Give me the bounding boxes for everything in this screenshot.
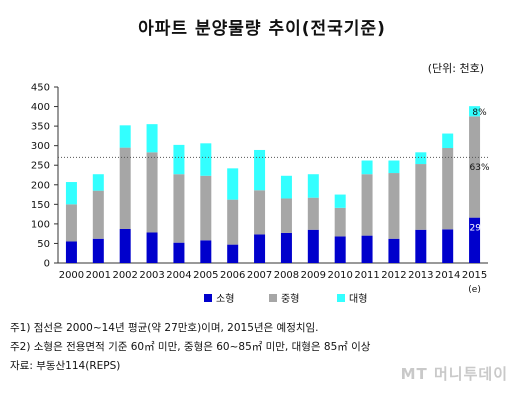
y-tick-label: 100	[31, 219, 50, 230]
bar-중형-2006	[227, 199, 239, 245]
x-tick-label: 2002	[112, 270, 137, 281]
bar-대형-2005	[200, 143, 212, 176]
data-label-소형: 29%	[470, 224, 490, 234]
y-tick-label: 450	[31, 83, 50, 94]
chart-title: 아파트 분양물량 추이(전국기준)	[138, 19, 386, 39]
bar-대형-2014	[442, 133, 454, 149]
bar-대형-2007	[254, 149, 266, 191]
y-tick-label: 300	[31, 141, 50, 152]
bar-소형-2010	[334, 236, 346, 263]
bar-소형-2003	[146, 232, 158, 263]
bar-소형-2007	[254, 234, 266, 263]
bar-소형-2000	[65, 241, 77, 263]
x-tick-label: 2012	[381, 270, 406, 281]
legend-label-소형: 소형	[216, 293, 234, 305]
bar-대형-2001	[92, 174, 104, 191]
y-tick-label: 200	[31, 180, 50, 191]
bar-소형-2012	[388, 238, 400, 263]
bar-중형-2014	[442, 148, 454, 230]
legend-label-중형: 중형	[281, 293, 299, 305]
y-tick-label: 350	[31, 122, 50, 133]
bar-중형-2005	[200, 175, 212, 241]
x-tick-label: 2007	[247, 270, 272, 281]
note-2: 주2) 소형은 전용면적 기준 60㎡ 미만, 중형은 60~85㎡ 미만, 대…	[10, 341, 371, 353]
bar-중형-2010	[334, 207, 346, 237]
bar-대형-2010	[334, 194, 346, 208]
bar-중형-2002	[119, 147, 131, 229]
legend-swatch-대형	[337, 294, 345, 302]
bar-대형-2012	[388, 160, 400, 174]
x-tick-note: (e)	[468, 285, 481, 295]
bar-중형-2003	[146, 152, 158, 233]
bar-중형-2008	[280, 198, 292, 233]
bar-대형-2004	[173, 144, 185, 175]
bar-소형-2004	[173, 242, 185, 263]
bar-대형-2003	[146, 124, 158, 153]
x-tick-label: 2014	[435, 270, 460, 281]
bar-중형-2001	[92, 190, 104, 239]
watermark-logo: MT 머니투데이	[400, 365, 508, 383]
legend-swatch-중형	[269, 294, 277, 302]
y-tick-label: 50	[37, 239, 50, 250]
x-tick-label: 2006	[220, 270, 245, 281]
bar-소형-2002	[119, 228, 131, 263]
bar-소형-2005	[200, 240, 212, 263]
bar-소형-2008	[280, 232, 292, 263]
bar-중형-2011	[361, 174, 373, 236]
bar-대형-2006	[227, 168, 239, 200]
bar-중형-2009	[307, 197, 319, 230]
data-label-대형: 8%	[472, 108, 487, 118]
bar-중형-2015	[469, 116, 481, 218]
x-tick-label: 2005	[193, 270, 218, 281]
bar-대형-2009	[307, 174, 319, 198]
x-tick-label: 2009	[301, 270, 326, 281]
bar-소형-2015	[469, 217, 481, 263]
bar-소형-2011	[361, 235, 373, 263]
bar-소형-2013	[415, 229, 427, 263]
unit-label: (단위: 천호)	[427, 62, 484, 75]
x-tick-label: 2003	[139, 270, 164, 281]
bar-소형-2006	[227, 244, 239, 263]
x-tick-label: 2001	[86, 270, 111, 281]
bar-소형-2009	[307, 229, 319, 263]
bar-대형-2015	[469, 106, 481, 117]
bar-중형-2013	[415, 164, 427, 230]
bar-대형-2008	[280, 175, 292, 199]
y-tick-label: 150	[31, 200, 50, 211]
bar-중형-2007	[254, 190, 266, 235]
note-1: 주1) 점선은 2000~14년 평균(약 27만호)이며, 2015년은 예정…	[10, 322, 319, 334]
bar-대형-2013	[415, 152, 427, 165]
y-tick-label: 400	[31, 102, 50, 113]
y-tick-label: 250	[31, 161, 50, 172]
bar-소형-2001	[92, 238, 104, 263]
x-tick-label: 2008	[274, 270, 299, 281]
x-tick-label: 2000	[59, 270, 84, 281]
x-tick-label: 2011	[354, 270, 379, 281]
x-tick-label: 2015	[462, 270, 487, 281]
x-tick-label: 2010	[327, 270, 352, 281]
bar-중형-2012	[388, 173, 400, 239]
bar-중형-2004	[173, 174, 185, 243]
note-source: 자료: 부동산114(REPS)	[10, 360, 121, 372]
bar-중형-2000	[65, 204, 77, 242]
x-tick-label: 2004	[166, 270, 191, 281]
legend-swatch-소형	[204, 294, 212, 302]
x-tick-label: 2013	[408, 270, 433, 281]
bar-대형-2002	[119, 125, 131, 148]
bar-소형-2014	[442, 229, 454, 263]
data-label-중형: 63%	[470, 163, 490, 173]
bar-대형-2000	[65, 182, 77, 205]
bar-대형-2011	[361, 160, 373, 175]
y-tick-label: 0	[44, 259, 50, 270]
legend-label-대형: 대형	[349, 293, 367, 305]
